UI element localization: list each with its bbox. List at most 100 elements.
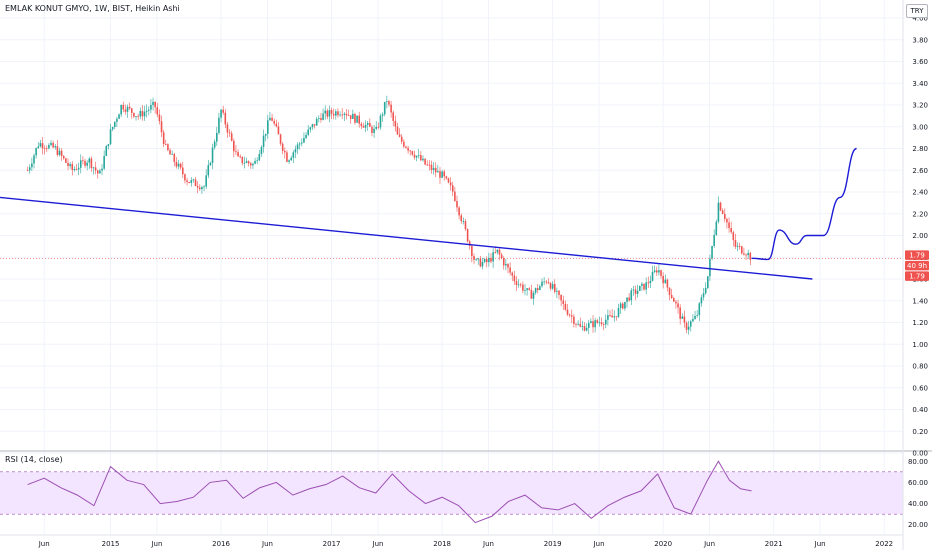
candle-body: [645, 282, 647, 290]
candle-body: [222, 109, 224, 113]
candle-body: [488, 257, 490, 263]
candle-body: [475, 259, 477, 261]
price-tick-label: 0.80: [912, 363, 928, 371]
candle-body: [198, 187, 201, 190]
candle-body: [230, 133, 233, 141]
candle-body: [375, 126, 378, 129]
candle-body: [45, 148, 48, 150]
candle-body: [575, 323, 577, 325]
candle-body: [54, 146, 57, 148]
candle-body: [90, 158, 93, 169]
price-tick-label: 1.40: [912, 297, 928, 305]
candle-body: [82, 160, 84, 162]
candle-body: [292, 152, 295, 158]
candle-body: [56, 146, 59, 155]
candle-body: [749, 252, 752, 261]
candle-body: [143, 111, 146, 117]
price-tag-bg: [905, 271, 929, 281]
candle-body: [481, 261, 484, 267]
candle-body: [313, 124, 316, 126]
title-separator: ,: [130, 4, 136, 13]
candle-body: [86, 162, 88, 166]
chart-title: EMLAK KONUT GMYO, 1W, BIST, Heikin Ashi: [5, 4, 180, 13]
candle-body: [377, 126, 380, 128]
price-tick-label: 3.60: [912, 58, 928, 66]
candle-body: [152, 101, 154, 106]
candle-body: [52, 142, 54, 148]
candle-body: [734, 240, 737, 247]
candle-body: [713, 234, 715, 247]
candle-body: [638, 285, 641, 291]
candle-body: [105, 146, 108, 156]
candle-body: [471, 245, 473, 257]
candle-body: [192, 179, 195, 181]
candle-body: [539, 286, 541, 291]
candle-body: [126, 106, 129, 112]
candle-body: [328, 110, 331, 117]
chart-style[interactable]: Heikin Ashi: [135, 4, 180, 13]
candle-body: [258, 154, 261, 161]
candle-body: [681, 316, 684, 319]
candle-body: [164, 144, 167, 145]
candles-layer: [26, 95, 752, 335]
candle-body: [241, 156, 244, 164]
candle-body: [592, 321, 594, 328]
candle-body: [730, 228, 732, 233]
candle-body: [468, 241, 471, 246]
candle-body: [260, 147, 263, 155]
candle-body: [717, 202, 720, 222]
candle-body: [366, 122, 369, 125]
candle-body: [564, 303, 567, 310]
rsi-axis[interactable]: 80.00 60.00 40.00 20.00: [908, 458, 928, 529]
rsi-band-layer: [0, 471, 903, 515]
candle-body: [517, 284, 520, 286]
currency-badge[interactable]: TRY: [906, 4, 928, 18]
candle-body: [604, 319, 607, 325]
candle-body: [621, 303, 624, 309]
candle-body: [167, 144, 169, 151]
trendline[interactable]: [0, 196, 813, 280]
candle-body: [213, 141, 216, 148]
candle-body: [71, 164, 74, 171]
candle-body: [69, 164, 71, 166]
candle-body: [394, 120, 397, 127]
interval[interactable]: 1W: [94, 4, 108, 13]
candle-body: [247, 161, 250, 164]
rsi-tick-label: 80.00: [908, 458, 928, 466]
time-tick-label: 2015: [102, 540, 120, 548]
price-axis[interactable]: 4.00 3.80 3.60 3.40 3.20 3.00 2.80 2.60 2.40 2.20…: [912, 15, 928, 458]
candle-body: [67, 162, 69, 166]
title-separator: ,: [89, 4, 95, 13]
candle-body: [664, 279, 667, 284]
candle-body: [288, 160, 290, 162]
candle-body: [145, 110, 148, 112]
candle-body: [324, 110, 327, 114]
symbol-name[interactable]: EMLAK KONUT GMYO: [5, 4, 90, 13]
candle-body: [407, 147, 409, 151]
candle-body: [507, 263, 509, 268]
candle-body: [454, 191, 456, 201]
candle-body: [233, 140, 235, 152]
candle-body: [706, 276, 709, 289]
time-axis[interactable]: Jun 2015 Jun 2016 Jun 2017 Jun 2018 Jun 2019 Jun 20…: [38, 540, 893, 548]
candle-body: [696, 315, 698, 316]
candle-body: [101, 168, 103, 171]
candle-body: [530, 289, 533, 299]
projection-curve[interactable]: [751, 147, 857, 261]
price-tick-label: 0.60: [912, 384, 928, 392]
time-tick-label: 2022: [875, 540, 893, 548]
candle-body: [196, 186, 199, 188]
price-tick-label: 2.60: [912, 167, 928, 175]
candle-body: [532, 292, 535, 299]
candle-body: [120, 104, 122, 115]
candle-body: [111, 127, 114, 130]
price-tag-label: 1.79: [909, 251, 925, 259]
candle-body: [566, 309, 569, 315]
candle-body: [26, 170, 29, 172]
candle-body: [558, 290, 560, 295]
candle-body: [235, 151, 237, 153]
candle-body: [99, 170, 101, 174]
candle-body: [79, 160, 82, 168]
candle-body: [585, 327, 588, 331]
candle-body: [745, 254, 747, 256]
